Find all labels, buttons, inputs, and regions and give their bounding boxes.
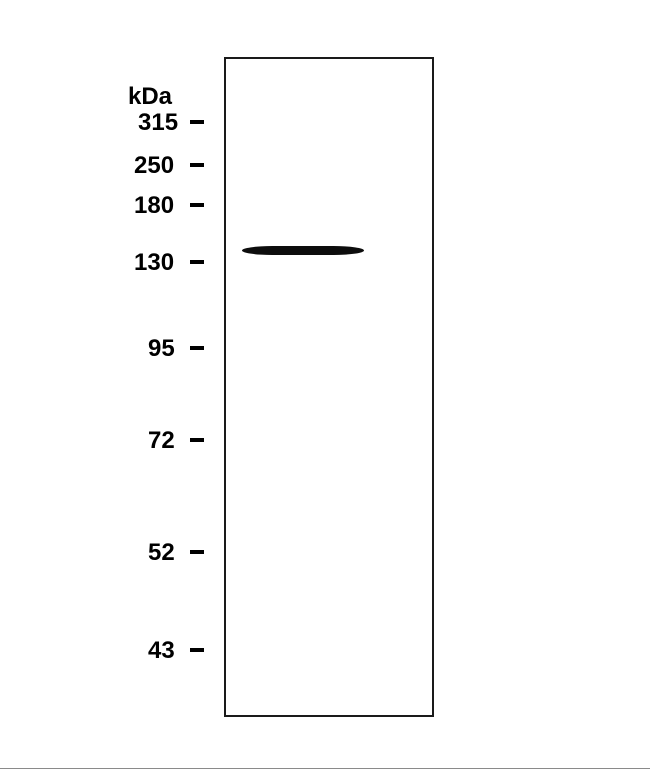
marker-label: 315: [138, 109, 178, 137]
marker-label: 180: [134, 192, 174, 220]
marker-label: 43: [148, 637, 175, 665]
blot-canvas: kDa 315 250 180 130 95 72 52 43: [0, 0, 650, 781]
marker-tick: [190, 438, 204, 442]
marker-tick: [190, 346, 204, 350]
lane-box: [224, 57, 434, 717]
marker-label: 72: [148, 427, 175, 455]
bottom-rule: [0, 768, 650, 769]
marker-label: 130: [134, 249, 174, 277]
marker-tick: [190, 648, 204, 652]
marker-label: 250: [134, 152, 174, 180]
marker-tick: [190, 203, 204, 207]
marker-tick: [190, 550, 204, 554]
marker-label: 95: [148, 335, 175, 363]
marker-label: 52: [148, 539, 175, 567]
protein-band: [242, 246, 364, 255]
unit-label: kDa: [128, 83, 172, 111]
marker-tick: [190, 120, 204, 124]
marker-tick: [190, 260, 204, 264]
marker-tick: [190, 163, 204, 167]
